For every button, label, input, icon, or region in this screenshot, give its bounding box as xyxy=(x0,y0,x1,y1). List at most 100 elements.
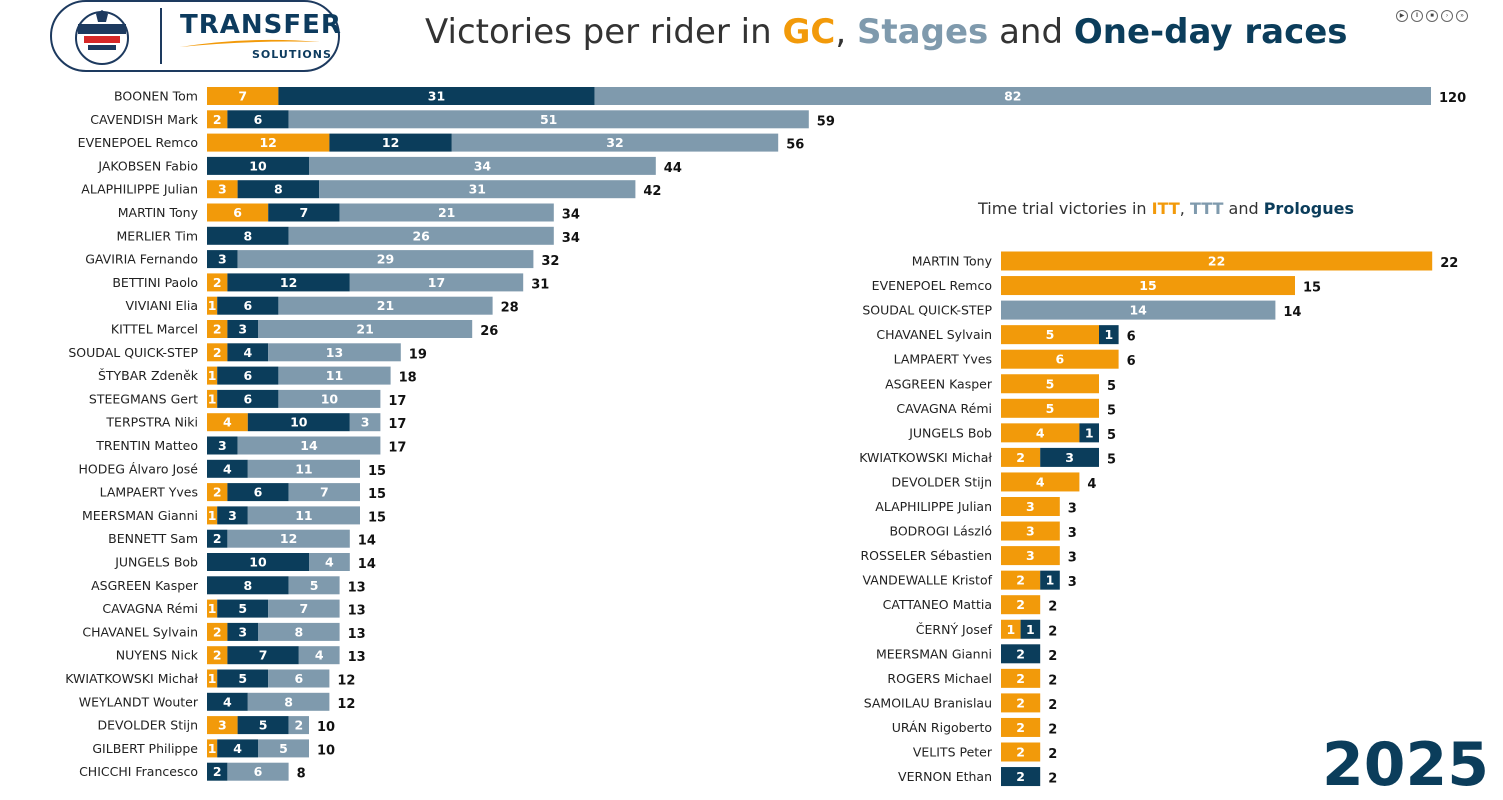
total-value-label-main: 8 xyxy=(297,767,306,782)
bar-segment-main xyxy=(339,203,554,222)
play-icon[interactable]: ▶ xyxy=(1396,10,1408,22)
category-label-tt: CHAVANEL Sylvain xyxy=(876,327,992,342)
segment-value-label-tt: 2 xyxy=(1016,597,1025,612)
category-label-tt: DEVOLDER Stijn xyxy=(891,474,992,489)
bar-segment-main xyxy=(207,296,218,315)
chart-title: Victories per rider in GC, Stages and On… xyxy=(425,12,1348,52)
bar-segment-main xyxy=(278,389,381,408)
total-value-label-tt: 6 xyxy=(1127,330,1136,345)
segment-value-label-main: 2 xyxy=(294,718,303,733)
bar-segment-main xyxy=(258,739,309,758)
fast-forward-icon[interactable]: » xyxy=(1456,10,1468,22)
bar-segment-main xyxy=(217,739,258,758)
segment-value-label-main: 12 xyxy=(280,531,297,546)
segment-value-label-tt: 2 xyxy=(1016,695,1025,710)
bar-segment-main xyxy=(207,669,218,688)
bar-segment-main xyxy=(227,529,350,548)
team-emblem xyxy=(75,10,129,65)
segment-value-label-main: 21 xyxy=(438,205,455,220)
category-label-main: ŠTYBAR Zdeněk xyxy=(98,368,199,383)
segment-value-label-main: 6 xyxy=(233,205,242,220)
bar-segment-tt xyxy=(1001,570,1041,590)
segment-value-label-main: 31 xyxy=(469,182,486,197)
total-value-label-main: 31 xyxy=(531,277,549,292)
total-value-label-tt: 5 xyxy=(1107,452,1116,467)
segment-value-label-main: 4 xyxy=(243,345,252,360)
category-label-main: HODEG Álvaro José xyxy=(78,461,198,476)
total-value-label-tt: 22 xyxy=(1440,256,1458,271)
bar-segment-tt xyxy=(1001,742,1041,762)
bar-segment-main xyxy=(207,226,289,245)
bar-segment-main xyxy=(217,669,269,688)
segment-value-label-tt: 6 xyxy=(1055,352,1064,367)
bar-segment-main xyxy=(207,320,228,338)
segment-value-label-tt: 1 xyxy=(1104,327,1113,342)
total-value-label-tt: 2 xyxy=(1048,624,1057,639)
category-label-main: TERPSTRA Niki xyxy=(105,415,198,430)
bar-segment-main xyxy=(349,413,381,432)
next-icon[interactable]: › xyxy=(1441,10,1453,22)
logo-swoosh xyxy=(180,39,320,47)
pause-icon[interactable]: ‖ xyxy=(1411,10,1423,22)
segment-value-label-main: 2 xyxy=(213,531,222,546)
logo-divider xyxy=(160,8,162,64)
bar-segment-tt xyxy=(1001,644,1041,664)
category-label-main: ASGREEN Kasper xyxy=(91,578,199,593)
segment-value-label-main: 3 xyxy=(361,415,370,430)
segment-value-label-main: 2 xyxy=(213,112,222,127)
category-label-tt: CATTANEO Mattia xyxy=(883,597,992,612)
total-value-label-main: 17 xyxy=(388,417,406,432)
category-label-tt: SOUDAL QUICK-STEP xyxy=(862,303,992,318)
segment-value-label-main: 8 xyxy=(243,228,252,243)
total-value-label-main: 12 xyxy=(337,674,355,689)
bar-segment-main xyxy=(329,133,452,152)
total-value-label-main: 44 xyxy=(664,161,682,176)
bar-segment-tt xyxy=(1001,423,1080,443)
total-value-label-main: 18 xyxy=(399,371,417,386)
bar-segment-tt xyxy=(1040,447,1099,467)
bar-segment-main xyxy=(278,366,391,385)
segment-value-label-main: 2 xyxy=(213,764,222,779)
bar-segment-main xyxy=(258,622,340,641)
bar-segment-tt xyxy=(1040,570,1060,590)
category-label-main: WEYLANDT Wouter xyxy=(79,694,199,709)
segment-value-label-main: 10 xyxy=(290,415,308,430)
total-value-label-tt: 6 xyxy=(1127,354,1136,369)
total-value-label-tt: 15 xyxy=(1303,281,1321,296)
logo-transfer-text: TRANSFER xyxy=(180,10,342,40)
logo-solutions-text: SOLUTIONS xyxy=(252,48,332,61)
bar-segment-tt xyxy=(1001,767,1041,787)
bar-segment-tt xyxy=(1001,619,1021,639)
bar-segment-tt xyxy=(1001,717,1041,737)
bar-segment-main xyxy=(237,180,320,199)
stop-icon[interactable]: ■ xyxy=(1426,10,1438,22)
segment-value-label-main: 8 xyxy=(274,182,283,197)
bar-segment-main xyxy=(227,646,299,665)
segment-value-label-main: 11 xyxy=(326,368,343,383)
segment-value-label-main: 21 xyxy=(377,298,394,313)
category-label-tt: ROGERS Michael xyxy=(887,671,992,686)
category-label-main: JUNGELS Bob xyxy=(114,555,198,570)
bar-segment-main xyxy=(207,529,228,548)
segment-value-label-main: 26 xyxy=(412,228,430,243)
segment-value-label-tt: 3 xyxy=(1026,499,1035,514)
category-label-tt: SAMOILAU Branislau xyxy=(864,695,992,710)
bar-segment-tt xyxy=(1001,349,1119,369)
bar-segment-main xyxy=(278,87,595,105)
segment-value-label-main: 2 xyxy=(213,322,222,337)
segment-value-label-main: 6 xyxy=(254,485,263,500)
bar-segment-main xyxy=(207,506,218,525)
segment-value-label-main: 2 xyxy=(213,485,222,500)
segment-value-label-tt: 2 xyxy=(1016,573,1025,588)
bar-segment-main xyxy=(288,110,809,129)
segment-value-label-tt: 1 xyxy=(1026,622,1035,637)
bar-segment-main xyxy=(207,203,269,222)
segment-value-label-main: 3 xyxy=(218,438,227,453)
segment-value-label-tt: 2 xyxy=(1016,745,1025,760)
category-label-main: KWIATKOWSKI Michał xyxy=(65,671,198,686)
total-value-label-main: 17 xyxy=(388,441,406,456)
segment-value-label-main: 17 xyxy=(428,275,445,290)
segment-value-label-main: 5 xyxy=(259,718,268,733)
bar-segment-main xyxy=(207,692,248,711)
bar-segment-tt xyxy=(1079,423,1099,443)
